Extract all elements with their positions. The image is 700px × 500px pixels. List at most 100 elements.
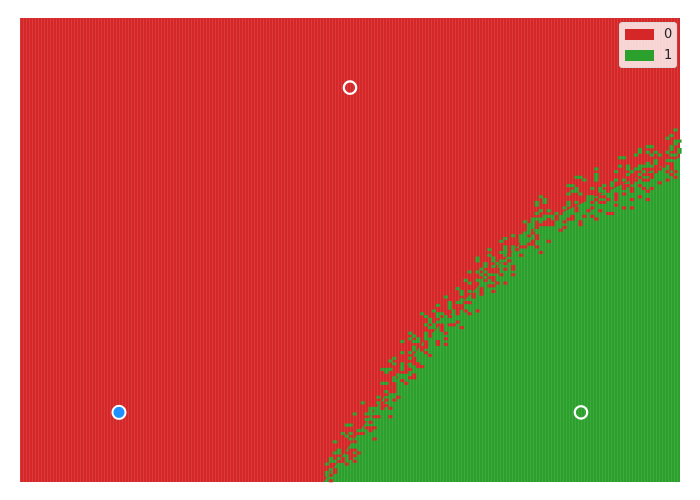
- grain-line: [500, 18, 501, 482]
- noise-cell: [376, 395, 381, 399]
- noise-cell: [645, 161, 650, 165]
- noise-cell: [404, 370, 409, 374]
- grain-line: [29, 18, 30, 482]
- noise-cell: [340, 459, 346, 463]
- noise-cell: [412, 334, 417, 338]
- noise-cell: [392, 378, 397, 383]
- noise-cell: [435, 320, 441, 324]
- noise-cell: [495, 270, 500, 274]
- noise-cell: [522, 231, 528, 235]
- grain-line: [227, 18, 228, 482]
- noise-cell: [574, 206, 579, 210]
- noise-cell: [439, 328, 445, 332]
- noise-cell: [621, 192, 627, 196]
- noise-cell: [344, 462, 349, 466]
- grain-line: [362, 18, 363, 482]
- noise-cell: [408, 356, 413, 360]
- grain-line: [527, 18, 528, 482]
- noise-cell: [439, 317, 445, 321]
- noise-cell: [637, 150, 643, 154]
- noise-cell: [384, 392, 389, 396]
- noise-cell: [427, 320, 433, 324]
- noise-cell: [538, 209, 544, 213]
- grain-line: [524, 18, 525, 482]
- grain-line: [587, 18, 588, 482]
- grain-line: [509, 18, 510, 482]
- noise-cell: [423, 331, 429, 335]
- noise-cell: [562, 225, 567, 229]
- noise-cell: [534, 234, 540, 238]
- grain-line: [554, 18, 555, 482]
- noise-cell: [554, 214, 559, 218]
- grain-line: [536, 18, 537, 482]
- noise-cell: [400, 340, 405, 344]
- noise-cell: [435, 312, 441, 316]
- noise-cell: [566, 217, 571, 221]
- legend-label-1: 1: [664, 47, 673, 63]
- noise-cell: [653, 161, 658, 165]
- noise-cell: [590, 214, 595, 218]
- noise-cell: [467, 281, 472, 285]
- noise-cell: [570, 214, 575, 218]
- noise-cell: [645, 145, 650, 149]
- grain-line: [518, 18, 519, 482]
- grain-line: [332, 18, 333, 482]
- noise-cell: [566, 200, 571, 204]
- noise-cell: [360, 401, 365, 405]
- grain-line: [314, 18, 315, 482]
- grain-line: [512, 18, 513, 482]
- noise-cell: [360, 431, 365, 435]
- noise-cell: [423, 334, 429, 338]
- noise-cell: [404, 365, 409, 369]
- noise-cell: [518, 253, 524, 257]
- grain-line: [200, 18, 201, 482]
- noise-cell: [637, 167, 643, 171]
- grain-line: [254, 18, 255, 482]
- noise-cell: [439, 326, 445, 330]
- noise-cell: [328, 459, 334, 463]
- noise-cell: [439, 312, 445, 316]
- noise-cell: [610, 181, 615, 185]
- grain-line: [344, 18, 345, 482]
- noise-cell: [530, 220, 536, 224]
- grain-line: [77, 18, 78, 482]
- grain-line: [482, 18, 483, 482]
- data-point-1: [111, 404, 127, 420]
- noise-cell: [435, 340, 441, 344]
- noise-cell: [384, 367, 389, 371]
- noise-cell: [491, 259, 496, 263]
- grain-line: [305, 18, 306, 482]
- noise-cell: [467, 312, 472, 316]
- noise-cell: [491, 256, 496, 260]
- grain-line: [323, 18, 324, 482]
- noise-cell: [499, 250, 504, 255]
- noise-cell: [562, 220, 567, 224]
- noise-cell: [503, 248, 508, 252]
- noise-cell: [455, 287, 460, 291]
- noise-cell: [657, 181, 662, 185]
- legend-label-0: 0: [664, 26, 673, 42]
- noise-cell: [412, 362, 417, 366]
- noise-cell: [467, 301, 472, 305]
- grain-line: [347, 18, 348, 482]
- grain-line: [167, 18, 168, 482]
- grain-line: [164, 18, 165, 482]
- noise-cell: [435, 314, 441, 319]
- noise-cell: [400, 370, 405, 374]
- noise-cell: [625, 167, 631, 171]
- grain-line: [47, 18, 48, 482]
- noise-cell: [459, 292, 464, 296]
- noise-cell: [511, 245, 516, 249]
- grain-line: [302, 18, 303, 482]
- noise-cell: [621, 186, 627, 190]
- noise-cell: [455, 301, 460, 305]
- noise-cell: [467, 270, 472, 274]
- noise-cell: [336, 459, 342, 463]
- grain-line: [563, 18, 564, 482]
- noise-cell: [570, 184, 575, 188]
- grain-line: [170, 18, 171, 482]
- noise-cell: [356, 429, 361, 433]
- grain-line: [359, 18, 360, 482]
- noise-cell: [392, 387, 397, 391]
- noise-cell: [645, 189, 650, 193]
